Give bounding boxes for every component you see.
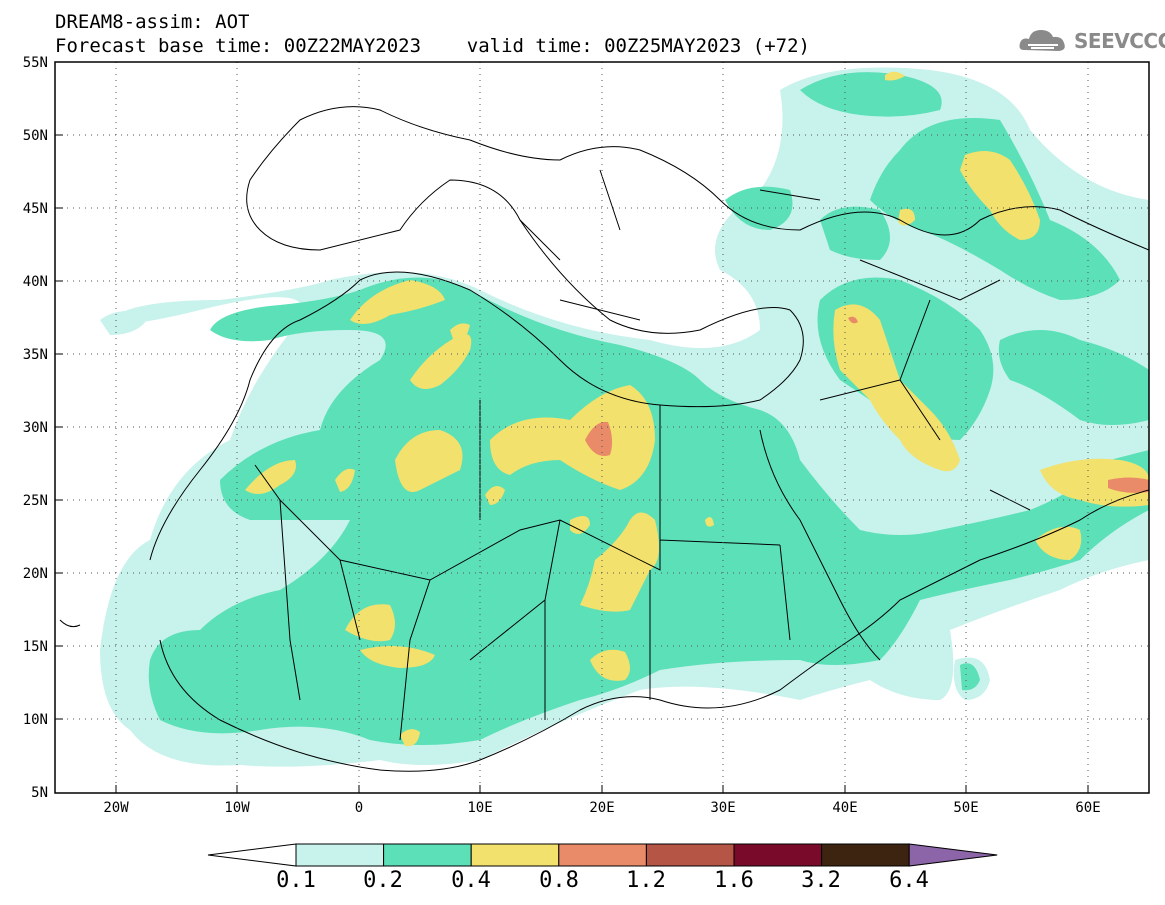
lon-label: 20W xyxy=(103,800,129,816)
colorbar-segment xyxy=(821,843,910,867)
map-title: DREAM8-assim: AOT xyxy=(55,11,250,33)
lat-label: 30N xyxy=(23,420,48,436)
lat-label: 15N xyxy=(23,639,48,655)
colorbar-label: 6.4 xyxy=(889,868,929,893)
colorbar-segment xyxy=(558,843,647,867)
lat-label: 40N xyxy=(23,274,48,290)
colorbar-segment xyxy=(733,843,823,867)
graticule xyxy=(55,62,1149,793)
colorbar-segment xyxy=(645,843,735,867)
forecast-times: Forecast base time: 00Z22MAY2023 valid t… xyxy=(55,35,810,57)
colorbar-label: 0.1 xyxy=(276,868,316,893)
lon-label: 30E xyxy=(710,800,735,816)
lon-label: 60E xyxy=(1075,800,1100,816)
colorbar-label: 0.4 xyxy=(451,868,491,893)
colorbar-label: 3.2 xyxy=(801,868,841,893)
colorbar xyxy=(207,843,998,867)
colorbar-label: 0.8 xyxy=(539,868,579,893)
colorbar-overflow-arrow xyxy=(908,843,998,867)
lon-label: 0 xyxy=(355,800,363,816)
aot-band-0.4 xyxy=(245,71,1149,747)
cloud-icon xyxy=(1019,30,1065,51)
logo-text: SEEVCCC xyxy=(1074,29,1165,53)
lon-label: 10W xyxy=(224,800,250,816)
lon-label: 50E xyxy=(953,800,978,816)
colorbar-label: 1.2 xyxy=(626,868,666,893)
colorbar-segment xyxy=(470,843,560,867)
lon-label: 10E xyxy=(467,800,492,816)
lat-label: 50N xyxy=(23,128,48,144)
lon-label: 40E xyxy=(832,800,857,816)
colorbar-segment xyxy=(295,843,385,867)
aot-band-0.8 xyxy=(585,316,1149,493)
lon-label: 20E xyxy=(589,800,614,816)
borders xyxy=(59,106,1149,772)
colorbar-label: 1.6 xyxy=(714,868,754,893)
colorbar-segment xyxy=(383,843,472,867)
lat-label: 25N xyxy=(23,493,48,509)
lat-label: 5N xyxy=(31,785,48,801)
lat-label: 55N xyxy=(23,55,48,71)
colorbar-label: 0.2 xyxy=(363,868,403,893)
lat-label: 10N xyxy=(23,712,48,728)
seevccc-logo: SEEVCCC xyxy=(1018,24,1165,58)
lat-label: 20N xyxy=(23,566,48,582)
lat-label: 35N xyxy=(23,347,48,363)
lat-label: 45N xyxy=(23,201,48,217)
colorbar-underflow-arrow xyxy=(207,843,297,867)
